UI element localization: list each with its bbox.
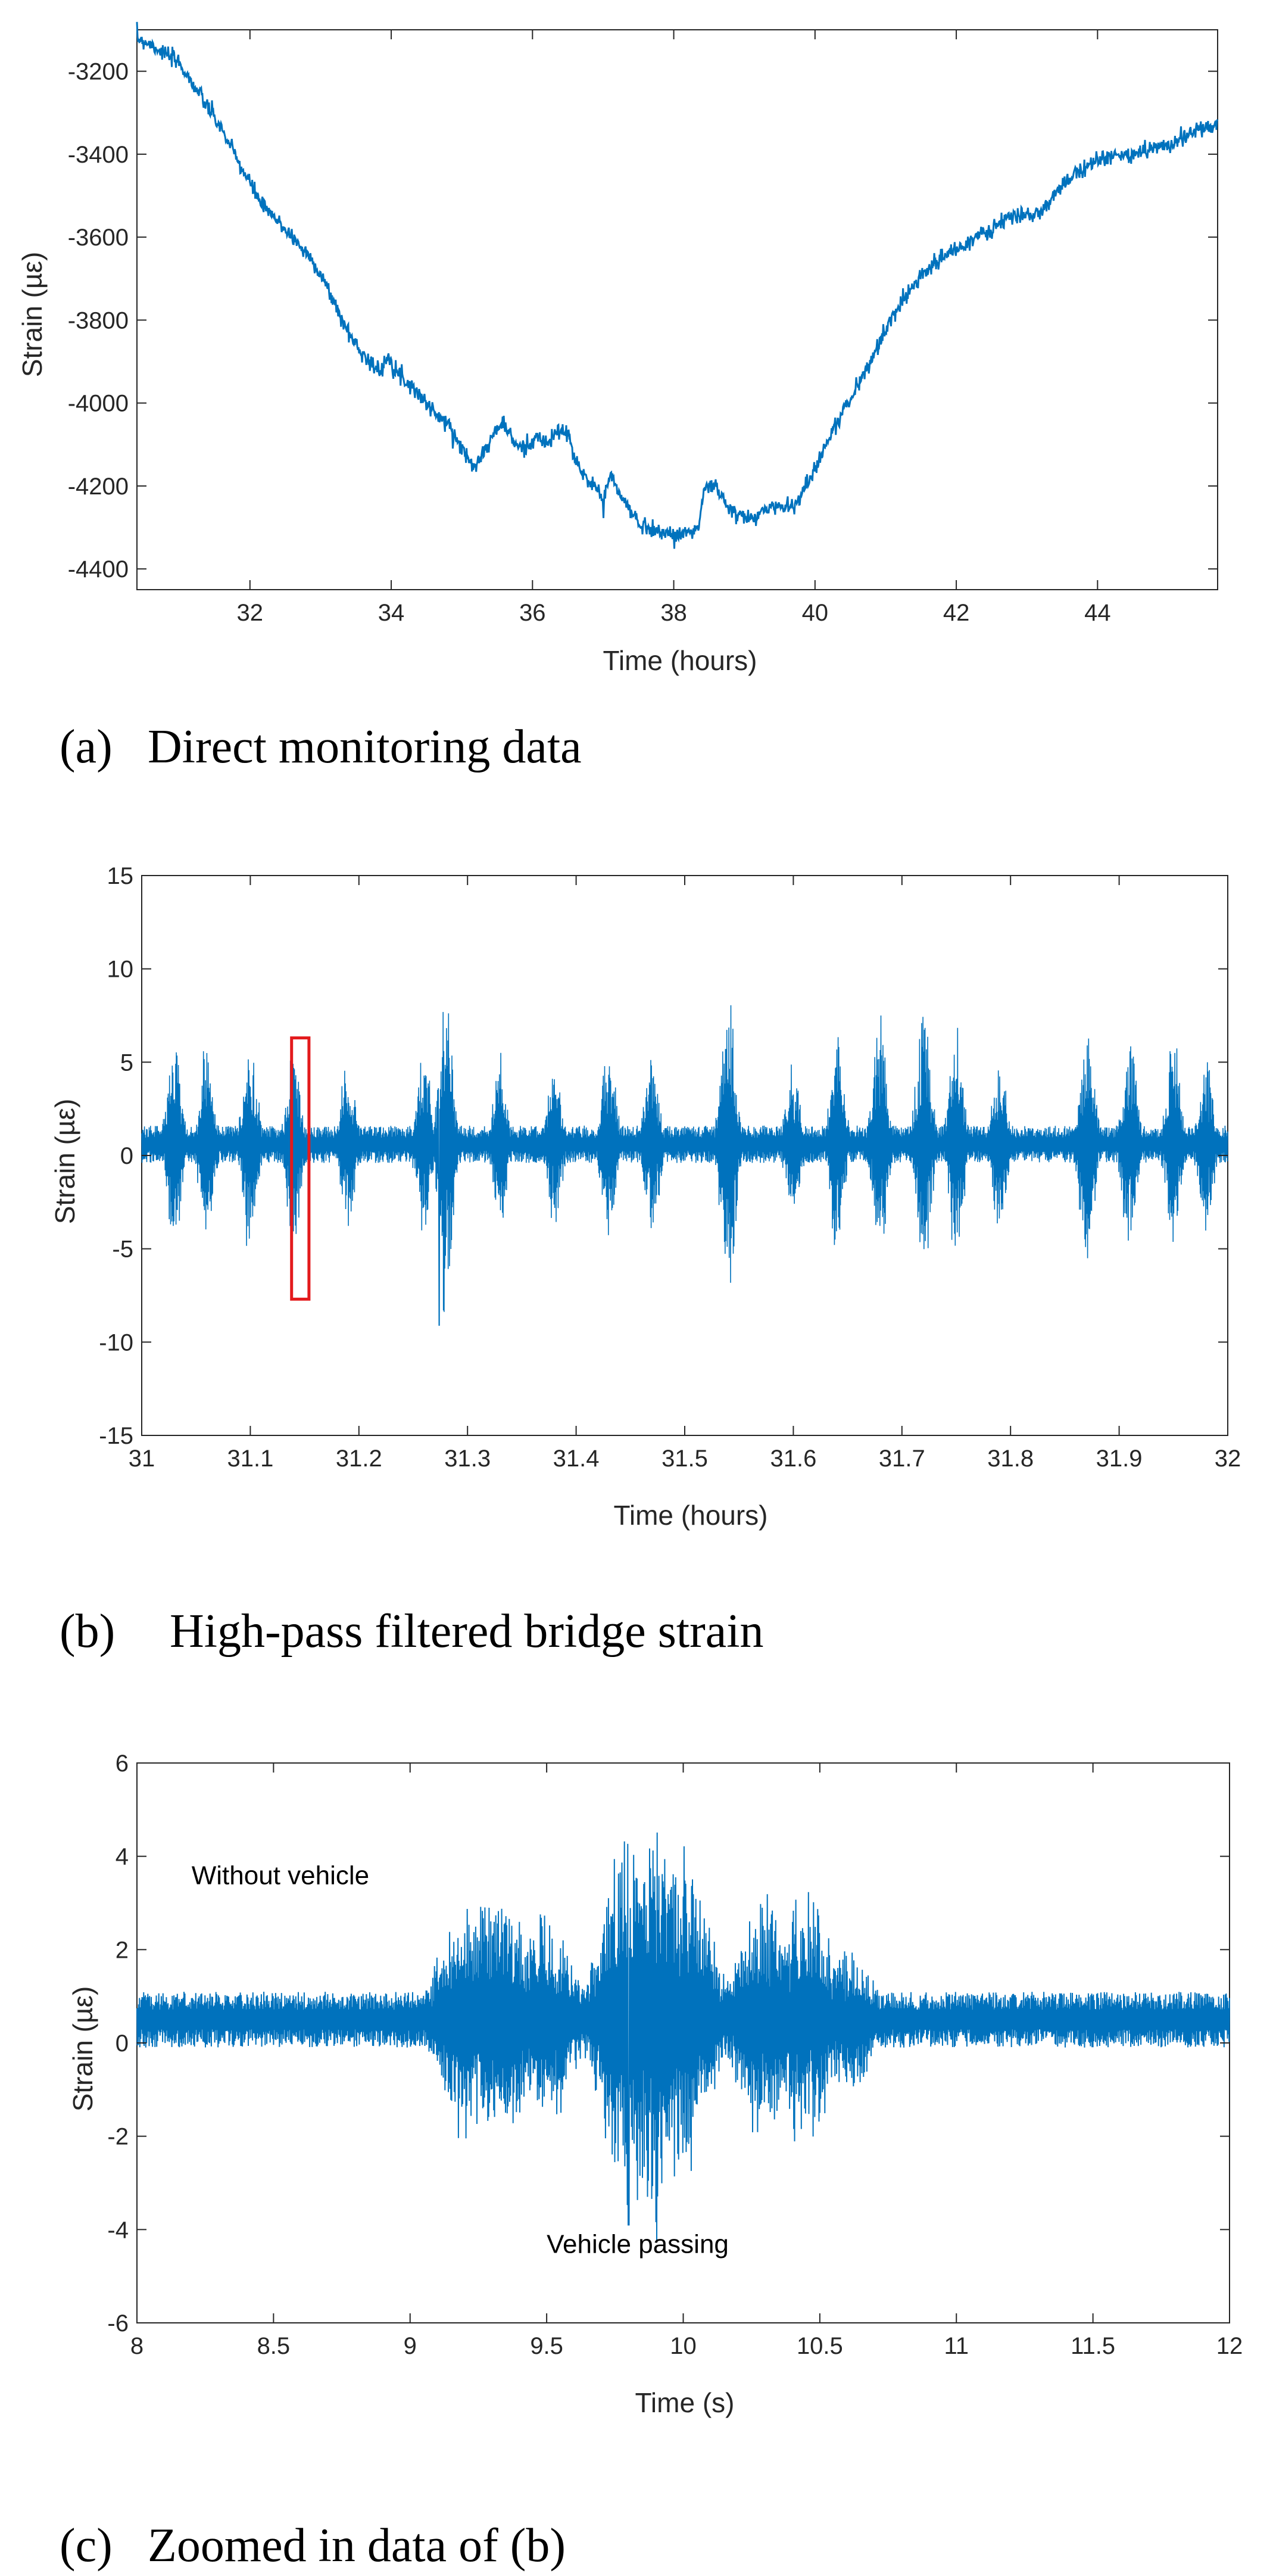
xlabel-a: Time (hours) bbox=[603, 645, 757, 676]
y-tick-label: -6 bbox=[107, 2310, 129, 2337]
y-tick-label: -3200 bbox=[68, 59, 129, 85]
annotation: Without vehicle bbox=[192, 1861, 369, 1890]
x-tick-label: 34 bbox=[378, 600, 405, 626]
x-tick-label: 8.5 bbox=[257, 2333, 291, 2359]
caption-label-c: (c) bbox=[60, 2519, 113, 2572]
panel-b: 31 31.1 31.2 31.3 31.4 31.5 31.6 31.7 31.8 31.9 32… bbox=[49, 863, 1241, 1658]
caption-label-a: (a) bbox=[60, 721, 113, 773]
x-tick-label: 31.4 bbox=[553, 1446, 600, 1472]
x-tick-label: 9 bbox=[404, 2333, 417, 2359]
x-tick-label: 31.3 bbox=[444, 1446, 491, 1472]
axes-c: 8 8.5 9 9.5 10 10.5 11 11.5 12 -6 -4 -2 0 2 4 6 Without … bbox=[107, 1750, 1243, 2359]
x-tick-label: 31.7 bbox=[879, 1446, 925, 1472]
y-tick-label: 4 bbox=[116, 1844, 129, 1870]
x-tick-label: 11.5 bbox=[1071, 2333, 1115, 2359]
caption-text-c: Zoomed in data of (b) bbox=[148, 2519, 566, 2572]
x-tick-label: 31.2 bbox=[336, 1446, 382, 1472]
y-tick-label: 5 bbox=[120, 1049, 133, 1076]
x-tick-label: 11 bbox=[944, 2333, 969, 2359]
highlight-box bbox=[290, 1036, 311, 1301]
caption-label-b: (b) bbox=[60, 1605, 115, 1658]
y-tick-label: -3800 bbox=[68, 307, 129, 334]
series-line-zoomed-strain bbox=[136, 1832, 1230, 2241]
ylabel-b: Strain (µε) bbox=[49, 1099, 80, 1225]
annotation: Vehicle passing bbox=[547, 2230, 729, 2259]
series-line-filtered-strain bbox=[141, 1005, 1228, 1326]
y-tick-label: 0 bbox=[116, 2030, 129, 2057]
series-line-strain bbox=[136, 21, 1219, 549]
axes-a: 32 34 36 38 40 42 44 -4400 -4200 -4000 -3800 -3600 -… bbox=[68, 21, 1219, 626]
xlabel-b: Time (hours) bbox=[614, 1500, 768, 1531]
x-tick-label: 36 bbox=[519, 600, 546, 626]
caption-text-a: Direct monitoring data bbox=[148, 721, 582, 773]
ylabel-a: Strain (µε) bbox=[17, 252, 48, 378]
x-tick-label: 31.5 bbox=[662, 1446, 708, 1472]
x-tick-label: 44 bbox=[1084, 600, 1111, 626]
x-tick-label: 31.9 bbox=[1096, 1446, 1143, 1472]
x-tick-label: 31.1 bbox=[227, 1446, 273, 1472]
x-tick-label: 31.8 bbox=[987, 1446, 1034, 1472]
x-tick-label: 8 bbox=[130, 2333, 143, 2359]
panel-a: 32 34 36 38 40 42 44 -4400 -4200 -4000 -3800 -3600 -… bbox=[17, 21, 1219, 773]
xlabel-c: Time (s) bbox=[635, 2387, 735, 2418]
y-tick-label: -3600 bbox=[68, 225, 129, 251]
x-tick-label: 32 bbox=[1215, 1446, 1241, 1472]
y-tick-label: 6 bbox=[116, 1750, 129, 1777]
ylabel-c: Strain (µε) bbox=[67, 1986, 98, 2112]
x-tick-label: 38 bbox=[660, 600, 687, 626]
x-tick-label: 9.5 bbox=[530, 2333, 563, 2359]
y-tick-label: -5 bbox=[112, 1236, 133, 1263]
y-tick-label: 2 bbox=[116, 1937, 129, 1963]
y-tick-label: -4 bbox=[107, 2217, 129, 2243]
y-tick-label: -4200 bbox=[68, 474, 129, 500]
y-tick-label: -4400 bbox=[68, 556, 129, 583]
x-tick-label: 10.5 bbox=[797, 2333, 843, 2359]
y-tick-label: -2 bbox=[107, 2124, 129, 2150]
x-tick-label: 12 bbox=[1216, 2333, 1243, 2359]
x-tick-label: 32 bbox=[237, 600, 264, 626]
axes-b: 31 31.1 31.2 31.3 31.4 31.5 31.6 31.7 31.8 31.9 32… bbox=[99, 863, 1241, 1472]
y-tick-label: -4000 bbox=[68, 391, 129, 417]
y-tick-label: 15 bbox=[107, 863, 134, 889]
y-tick-label: -15 bbox=[99, 1423, 133, 1449]
x-tick-label: 40 bbox=[802, 600, 829, 626]
y-tick-label: 0 bbox=[120, 1143, 133, 1169]
x-tick-label: 31.6 bbox=[770, 1446, 816, 1472]
y-tick-label: 10 bbox=[107, 957, 134, 983]
x-tick-label: 31 bbox=[129, 1446, 155, 1472]
plot-frame bbox=[136, 29, 1218, 590]
caption-text-b: High-pass filtered bridge strain bbox=[170, 1605, 764, 1658]
x-tick-label: 42 bbox=[943, 600, 970, 626]
y-tick-label: -10 bbox=[99, 1329, 133, 1356]
x-tick-label: 10 bbox=[670, 2333, 697, 2359]
panel-c: 8 8.5 9 9.5 10 10.5 11 11.5 12 -6 -4 -2 0 2 4 6 Without … bbox=[60, 1750, 1243, 2572]
y-tick-label: -3400 bbox=[68, 142, 129, 168]
